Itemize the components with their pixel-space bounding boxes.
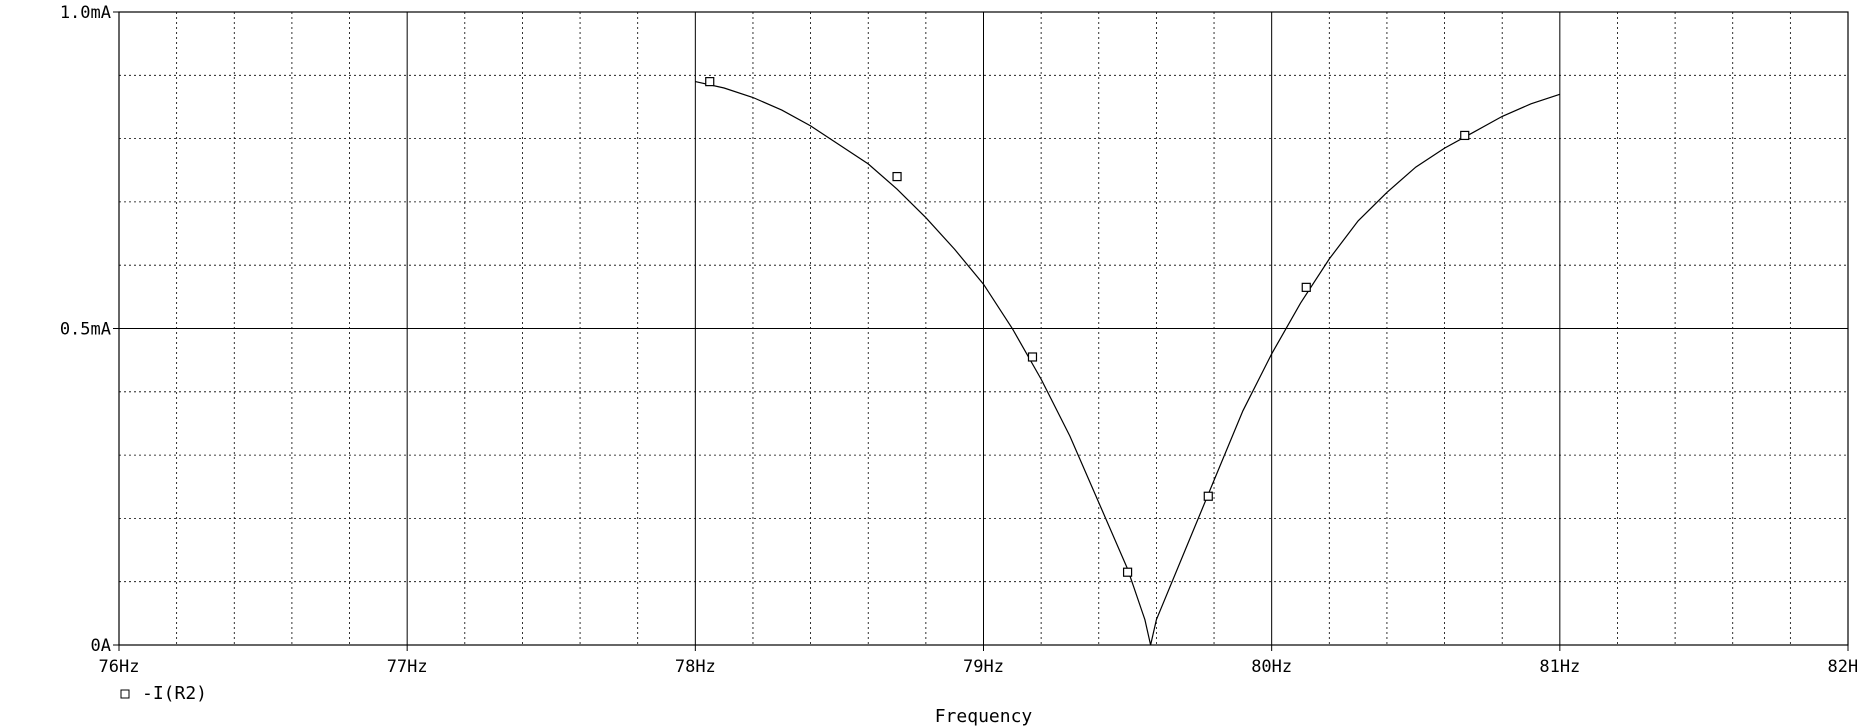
series-marker bbox=[1027, 352, 1038, 362]
x-tick-label: 77Hz bbox=[387, 657, 428, 677]
series-marker bbox=[1122, 567, 1133, 577]
x-tick-label: 79Hz bbox=[963, 657, 1004, 677]
y-tick-label: 1.0mA bbox=[60, 3, 111, 23]
legend-marker-square bbox=[120, 689, 130, 699]
x-tick-label: 80Hz bbox=[1251, 657, 1292, 677]
series-marker bbox=[1301, 282, 1311, 292]
series-marker bbox=[705, 77, 715, 87]
x-axis-label: Frequency bbox=[935, 706, 1033, 727]
legend-label: -I(R2) bbox=[142, 683, 207, 704]
x-tick-label: 81Hz bbox=[1539, 657, 1580, 677]
x-tick-label: 82Hz bbox=[1828, 657, 1857, 677]
axes: 76Hz 77Hz 78Hz 79Hz 80Hz 81Hz 82Hz 0A 0.5mA 1.0mA bbox=[60, 3, 1857, 677]
grid bbox=[119, 12, 1848, 645]
series-marker bbox=[1460, 130, 1470, 141]
series-layer bbox=[695, 77, 1560, 646]
y-tick-label: 0A bbox=[91, 636, 111, 656]
series-line bbox=[695, 81, 1560, 646]
plot-frame bbox=[118, 11, 1849, 646]
y-tick-label: 0.5mA bbox=[60, 320, 111, 340]
labels: Frequency -I(R2) bbox=[120, 683, 1033, 727]
series-marker bbox=[892, 171, 902, 182]
x-tick-label: 76Hz bbox=[99, 657, 140, 677]
series-marker bbox=[1203, 491, 1213, 501]
x-tick-label: 78Hz bbox=[675, 657, 716, 677]
